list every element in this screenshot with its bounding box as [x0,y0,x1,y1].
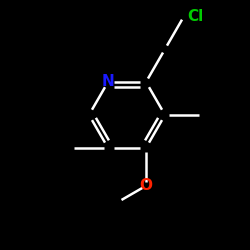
Text: N: N [102,74,114,90]
Text: Cl: Cl [187,9,203,24]
Text: O: O [140,178,152,193]
